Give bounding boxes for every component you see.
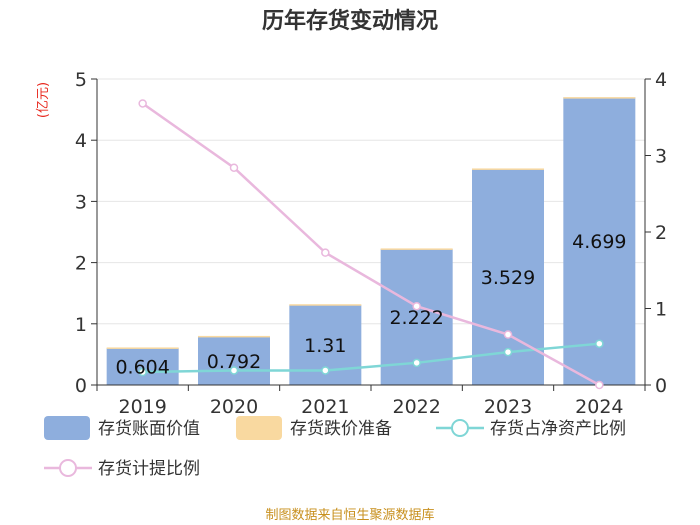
x-tick-label-2022: 2022 [392,396,440,418]
line-point-inventory-to-equity-2021 [321,366,330,375]
line-point-inventory-to-equity-2024 [595,339,604,348]
legend-marker-inventory-to-equity [451,419,469,437]
chart-title: 历年存货变动情况 [262,8,438,34]
bar-book-value-2024 [563,97,636,385]
y-right-tick-label: 4 [655,69,667,91]
legend-label-book-value: 存货账面价值 [98,419,200,439]
y-left-tick-label: 5 [75,69,87,91]
bar-book-value-2020 [198,336,270,385]
grid-lines [97,78,645,386]
y-right-tick-label: 2 [655,222,667,244]
line-provision-ratio [141,102,600,387]
legend-swatch-book-value [44,416,90,440]
bar-reserve-2023 [472,168,544,170]
x-tick-label-2023: 2023 [484,396,532,418]
source-note: 制图数据来自恒生聚源数据库 [265,507,434,523]
y-right-tick-label: 0 [655,375,667,397]
y-left-tick-label: 4 [75,130,87,152]
line-point-provision-ratio-2019 [138,99,147,108]
line-point-provision-ratio-2022 [412,301,421,311]
axes: 0 1 2 3 4 5 0 1 2 3 4 2019 2020 2021 2022 2023 2024 [75,69,667,418]
bar-value-label-2021: 1.31 [304,335,346,357]
x-tick-label-2024: 2024 [575,396,623,418]
y-axis-unit-label: (亿元) [36,82,51,118]
line-series [138,99,604,390]
bar-reserve-2021 [289,304,362,306]
legend-marker-provision-ratio [59,459,77,477]
y-right-tick-label: 1 [655,299,667,321]
line-point-inventory-to-equity-2023 [503,347,513,357]
legend-swatch-reserve [236,416,282,440]
bar-book-value-2019 [106,348,179,385]
bar-value-label-2020: 0.792 [207,351,261,373]
y-left-tick-label: 2 [75,253,87,275]
line-point-provision-ratio-2020 [229,163,239,172]
y-left-tick-label: 0 [75,375,87,397]
line-inventory-to-equity [142,342,600,374]
line-point-provision-ratio-2023 [503,330,513,339]
bar-value-label-2019: 0.604 [115,357,169,379]
bar-reserve-2020 [198,335,270,338]
line-point-provision-ratio-2021 [321,248,330,257]
legend-label-provision-ratio: 存货计提比例 [98,459,200,479]
legend-label-reserve: 存货跌价准备 [290,419,392,439]
line-point-inventory-to-equity-2020 [229,366,239,375]
x-tick-label-2019: 2019 [118,396,166,418]
line-point-inventory-to-equity-2019 [138,367,147,377]
x-tick-label-2020: 2020 [210,396,258,418]
data-labels: 0.604 0.792 1.31 2.222 3.529 4.699 [115,231,626,378]
bar-reserve-2022 [380,248,453,250]
x-tick-label-2021: 2021 [301,396,349,418]
bar-value-label-2022: 2.222 [389,307,443,329]
legend-label-inventory-to-equity: 存货占净资产比例 [490,419,626,439]
y-right-tick-label: 3 [655,146,667,168]
line-point-provision-ratio-2024 [595,380,604,390]
bar-reserve-2024 [563,97,636,99]
bar-reserve-2019 [106,347,179,349]
bar-value-label-2023: 3.529 [481,267,535,289]
y-left-tick-label: 1 [75,314,87,336]
line-point-inventory-to-equity-2022 [412,358,421,368]
y-left-tick-label: 3 [75,191,87,213]
bar-value-label-2024: 4.699 [572,231,626,253]
